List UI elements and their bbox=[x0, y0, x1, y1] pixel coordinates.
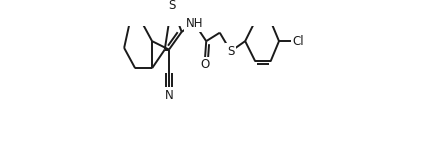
Text: N: N bbox=[164, 89, 173, 102]
Text: S: S bbox=[168, 0, 175, 12]
Text: O: O bbox=[200, 58, 209, 71]
Text: S: S bbox=[227, 45, 234, 58]
Text: NH: NH bbox=[186, 17, 203, 30]
Text: Cl: Cl bbox=[293, 35, 304, 48]
